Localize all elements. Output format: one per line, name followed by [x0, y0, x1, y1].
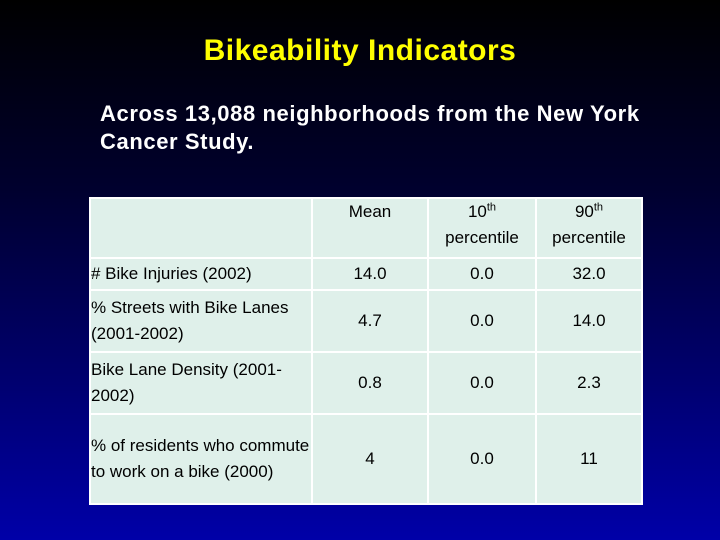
p10-cell: 0.0 [427, 351, 537, 415]
p10-cell: 0.0 [427, 413, 537, 505]
row-label: Bike Lane Density (2001-2002) [89, 351, 313, 415]
mean-cell: 4.7 [311, 289, 429, 353]
p10-cell: 0.0 [427, 257, 537, 291]
row-label: # Bike Injuries (2002) [89, 257, 313, 291]
header-mean-label: Mean [348, 202, 392, 221]
table-header-row: Mean 10th percentile 90th percentile [89, 197, 643, 259]
mean-cell: 4 [311, 413, 429, 505]
p10-cell: 0.0 [427, 289, 537, 353]
p90-cell: 11 [535, 413, 643, 505]
header-90th-word: percentile [552, 228, 626, 247]
table-row: Bike Lane Density (2001-2002) 0.8 0.0 2.… [89, 351, 643, 415]
row-label: % of residents who commute to work on a … [89, 413, 313, 505]
header-10th-suffix: th [486, 201, 497, 214]
mean-cell: 14.0 [311, 257, 429, 291]
table-row: # Bike Injuries (2002) 14.0 0.0 32.0 [89, 257, 643, 291]
p90-cell: 14.0 [535, 289, 643, 353]
row-label: % Streets with Bike Lanes (2001-2002) [89, 289, 313, 353]
header-blank-cell [89, 197, 313, 259]
header-10th-number: 10 [467, 202, 487, 221]
header-90th-suffix: th [593, 201, 604, 214]
table-row: % of residents who commute to work on a … [89, 413, 643, 505]
header-90th-number: 90 [574, 202, 594, 221]
slide-title: Bikeability Indicators [203, 34, 517, 67]
header-90th-percentile: 90th percentile [535, 197, 643, 259]
mean-cell: 0.8 [311, 351, 429, 415]
indicators-table: Mean 10th percentile 90th percentile # B… [89, 197, 643, 505]
header-mean: Mean [311, 197, 429, 259]
table-row: % Streets with Bike Lanes (2001-2002) 4.… [89, 289, 643, 353]
p90-cell: 2.3 [535, 351, 643, 415]
header-10th-word: percentile [445, 228, 519, 247]
slide-subtitle: Across 13,088 neighborhoods from the New… [100, 101, 640, 154]
header-10th-percentile: 10th percentile [427, 197, 537, 259]
p90-cell: 32.0 [535, 257, 643, 291]
